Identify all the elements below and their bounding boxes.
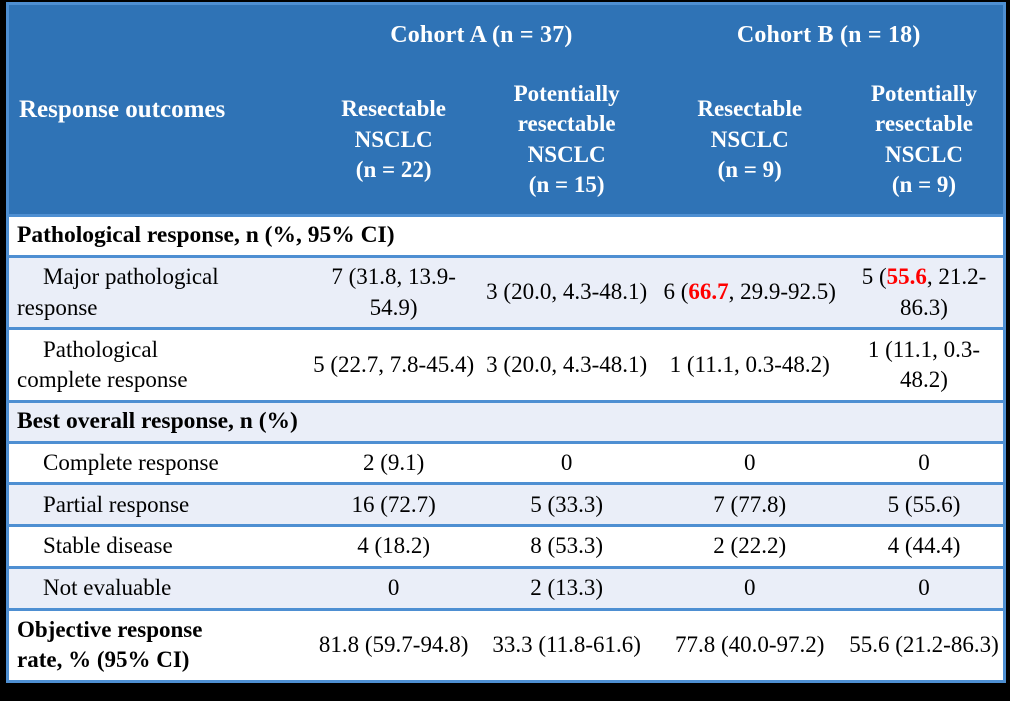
value-cell: 16 (72.7) [351,491,436,517]
value-cell: 5 (55.6, 21.2-86.3) [845,256,1005,329]
row-partial-response: Partial response 16 (72.7) 5 (33.3) 7 (7… [7,483,1005,526]
highlighted-value: 66.7 [688,279,729,305]
row-pathological-complete-response: Pathological complete response 5 (22.7, … [7,328,1005,402]
table-body: Pathological response, n (%, 95% CI) Maj… [7,215,1005,682]
header-col-resectable-a: Resectable NSCLC (n = 22) [308,65,479,216]
row-objective-response-rate: Objective response rate, % (95% CI) 81.8… [7,609,1005,681]
value-text: , 21.2-86.3) [900,264,987,320]
header-col-potentially-resectable-a: Potentially resectable NSCLC (n = 15) [478,65,655,216]
value-cell: 5 (55.6) [887,491,961,517]
row-section-pathological-response: Pathological response, n (%, 95% CI) [7,215,1005,257]
row-label: Complete response [43,449,219,475]
row-not-evaluable: Not evaluable 0 2 (13.3) 0 0 [7,567,1005,610]
section-label: Pathological response, n (%, 95% CI) [17,222,395,249]
row-label: Objective response rate, % (95% CI) [17,616,203,673]
row-label: Pathological complete response [17,336,188,393]
highlighted-value: 55.6 [886,264,927,290]
row-label: Not evaluable [43,575,172,600]
value-cell: 0 [387,575,400,600]
value-cell: 2 (22.2) [713,533,787,559]
value-cell: 0 [918,575,930,600]
value-cell: 6 (66.7, 29.9-92.5) [654,256,845,329]
value-text: 6 ( [663,279,689,305]
value-text: 5 ( [861,264,887,290]
response-outcomes-table: Response outcomes Cohort A (n = 37) Coho… [6,2,1006,683]
value-cell: 5 (22.7, 7.8-45.4) [313,352,475,378]
value-cell: 55.6 (21.2-86.3) [849,632,999,658]
table-header: Response outcomes Cohort A (n = 37) Coho… [7,3,1005,216]
value-cell: 5 (33.3) [530,491,604,517]
value-cell: 8 (53.3) [530,533,604,559]
header-cohort-row: Response outcomes Cohort A (n = 37) Coho… [7,3,1005,216]
value-cell: 7 (31.8, 13.9-54.9) [331,264,456,320]
value-cell: 3 (20.0, 4.3-48.1) [486,279,648,305]
value-cell: 3 (20.0, 4.3-48.1) [486,352,648,378]
header-col-resectable-b: Resectable NSCLC (n = 9) [654,65,845,216]
row-stable-disease: Stable disease 4 (18.2) 8 (53.3) 2 (22.2… [7,525,1005,568]
row-label: Stable disease [43,533,173,559]
row-label: Partial response [43,491,190,517]
value-cell: 2 (9.1) [362,449,425,475]
value-cell: 77.8 (40.0-97.2) [674,632,825,658]
value-cell: 4 (18.2) [357,533,431,559]
value-cell: 4 (44.4) [887,533,961,559]
row-major-pathological-response: Major pathological response 7 (31.8, 13.… [7,256,1005,329]
header-cohort-a: Cohort A (n = 37) [308,3,655,66]
value-cell: 0 [560,449,573,475]
header-subgroup-row: Resectable NSCLC (n = 22) Potentially re… [8,65,1005,216]
value-cell: 0 [743,575,756,600]
header-response-outcomes: Response outcomes [7,3,309,216]
value-cell: 7 (77.8) [713,491,787,517]
value-cell: 2 (13.3) [530,575,604,600]
value-cell: 1 (11.1, 0.3-48.2) [867,336,981,393]
row-complete-response: Complete response 2 (9.1) 0 0 0 [7,442,1005,484]
row-section-best-overall-response: Best overall response, n (%) [7,401,1005,443]
value-text: , 29.9-92.5) [728,279,836,305]
value-cell: 1 (11.1, 0.3-48.2) [669,352,830,378]
row-label: Major pathological response [17,264,219,320]
value-cell: 33.3 (11.8-61.6) [492,632,641,658]
value-cell: 81.8 (59.7-94.8) [318,632,469,658]
header-cohort-b: Cohort B (n = 18) [654,3,1005,66]
value-cell: 0 [743,449,756,475]
section-label: Best overall response, n (%) [17,408,298,435]
value-cell: 0 [918,449,930,475]
header-col-potentially-resectable-b: Potentially resectable NSCLC (n = 9) [844,65,1005,216]
